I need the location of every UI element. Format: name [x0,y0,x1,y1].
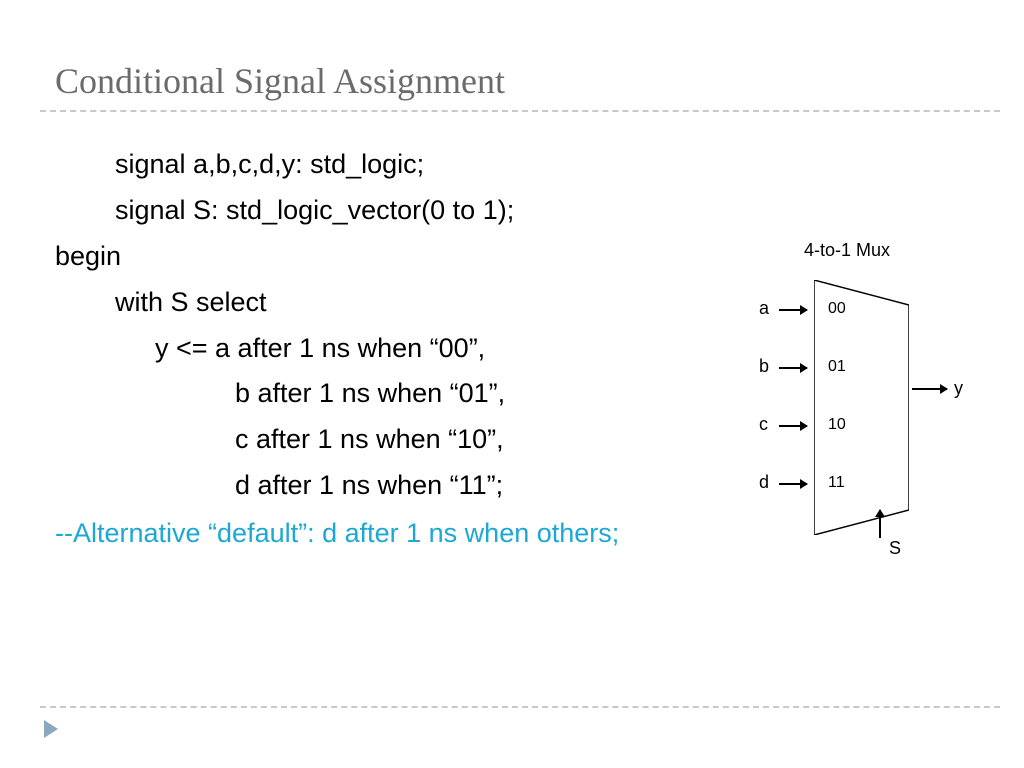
code-line-2: signal S: std_logic_vector(0 to 1); [55,188,695,234]
code-line-7: c after 1 ns when “10”, [55,417,695,463]
mux-code-11: 11 [828,474,845,492]
arrow-in-a-icon [779,309,807,311]
arrow-in-b-icon [779,367,807,369]
mux-code-10: 10 [828,416,846,434]
mux-input-d: d [759,472,769,493]
mux-trapezoid-icon [814,280,909,535]
code-line-alt: --Alternative “default”: d after 1 ns wh… [55,509,695,557]
mux-select-s: S [889,538,901,559]
code-line-8: d after 1 ns when “11”; [55,463,695,509]
arrow-in-d-icon [779,483,807,485]
code-line-5: y <= a after 1 ns when “00”, [55,326,695,372]
mux-output-y: y [954,378,963,399]
arrow-in-c-icon [779,425,807,427]
code-block: signal a,b,c,d,y: std_logic; signal S: s… [55,142,695,557]
code-line-6: b after 1 ns when “01”, [55,371,695,417]
code-line-4: with S select [55,280,695,326]
top-divider [40,110,1000,112]
mux-diagram: 4-to-1 Mux 00 01 10 11 a b c d y S [684,240,964,570]
play-icon [44,720,58,738]
mux-input-b: b [759,356,769,377]
mux-code-00: 00 [828,300,846,318]
arrow-out-y-icon [912,388,947,390]
mux-input-a: a [759,298,769,319]
mux-input-c: c [759,414,768,435]
code-line-1: signal a,b,c,d,y: std_logic; [55,142,695,188]
mux-body: 00 01 10 11 [814,280,909,535]
mux-code-01: 01 [828,358,846,376]
bottom-divider [40,706,1000,708]
page-title: Conditional Signal Assignment [55,60,974,102]
arrow-up-s-icon [879,510,881,538]
mux-title: 4-to-1 Mux [804,240,890,261]
code-line-3: begin [55,234,695,280]
